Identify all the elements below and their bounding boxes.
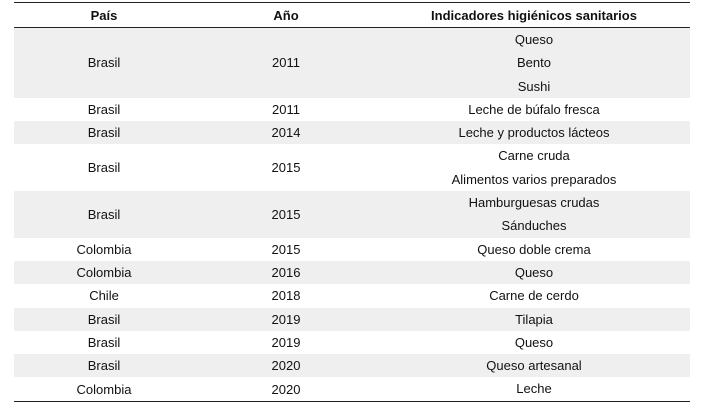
table-row: Colombia 2016 Queso xyxy=(14,260,690,285)
cell-country: Brasil xyxy=(87,335,121,350)
table-row: Brasil 2011 Leche de búfalo fresca xyxy=(14,98,690,121)
cell-indicators: Hamburguesas crudas Sánduches xyxy=(378,191,690,238)
indicator-item: Queso xyxy=(514,32,554,47)
table-row: Brasil 2020 Queso artesanal xyxy=(14,354,690,378)
header-country: País xyxy=(14,2,194,28)
table-row: Brasil 2015 Hamburguesas crudas Sánduches xyxy=(14,191,690,238)
header-indicators: Indicadores higiénicos sanitarios xyxy=(378,2,690,28)
table-header: País Año Indicadores higiénicos sanitari… xyxy=(14,2,690,28)
cell-year: 2019 xyxy=(271,335,301,350)
cell-year: 2011 xyxy=(194,27,378,98)
cell-country: Colombia xyxy=(14,260,194,285)
indicator-item: Leche de búfalo fresca xyxy=(468,101,600,117)
cell-country: Brasil xyxy=(87,160,121,176)
cell-indicators: Carne cruda Alimentos varios preparados xyxy=(378,144,690,191)
data-table-container: País Año Indicadores higiénicos sanitari… xyxy=(14,2,690,402)
table-row: Brasil 2015 Carne cruda Alimentos varios pr… xyxy=(14,144,690,191)
data-table: País Año Indicadores higiénicos sanitari… xyxy=(14,2,690,402)
indicator-item: Queso artesanal xyxy=(486,358,582,374)
cell-country: Brasil xyxy=(14,121,194,145)
indicator-item: Queso xyxy=(514,264,554,280)
cell-country: Chile xyxy=(89,288,119,304)
cell-country: Brasil xyxy=(14,191,194,238)
indicator-item: Carne de cerdo xyxy=(489,288,579,304)
cell-country: Brasil xyxy=(14,354,194,378)
table-row: Brasil 2019 Queso xyxy=(14,331,690,354)
cell-country: Brasil xyxy=(14,27,194,98)
table-row: Chile 2018 Carne de cerdo xyxy=(14,284,690,307)
table-row: Colombia 2015 Queso doble crema xyxy=(14,238,690,261)
cell-indicators: Queso artesanal xyxy=(378,354,690,378)
indicator-item: Hamburguesas crudas xyxy=(468,195,600,211)
cell-year: 2015 xyxy=(271,160,301,176)
cell-year: 2018 xyxy=(271,288,301,304)
header-row: País Año Indicadores higiénicos sanitari… xyxy=(14,2,690,28)
indicator-item: Tilapia xyxy=(515,311,553,327)
table-row: Colombia 2020 Leche xyxy=(14,377,690,402)
indicator-item: Leche y productos lácteos xyxy=(458,125,610,141)
table-body: Brasil 2011 Queso Bento Sushi Brasil 2011 Leche… xyxy=(14,27,690,402)
indicator-item: Alimentos varios preparados xyxy=(451,171,617,187)
cell-year: 2019 xyxy=(194,307,378,331)
cell-indicators: Queso Bento Sushi xyxy=(378,27,690,98)
cell-year: 2015 xyxy=(271,241,301,257)
indicator-item: Leche xyxy=(516,381,552,397)
indicator-item: Carne cruda xyxy=(498,148,570,164)
cell-year: 2020 xyxy=(194,377,378,402)
indicator-item: Queso doble crema xyxy=(477,241,591,257)
cell-year: 2020 xyxy=(194,354,378,378)
cell-country: Brasil xyxy=(14,307,194,331)
cell-indicators: Tilapia xyxy=(378,307,690,331)
indicator-item: Bento xyxy=(517,55,551,71)
cell-indicators: Queso doble crema xyxy=(378,238,690,261)
cell-year: 2014 xyxy=(194,121,378,145)
table-row: Brasil 2014 Leche y productos lácteos xyxy=(14,121,690,145)
cell-country: Colombia xyxy=(76,241,132,257)
cell-indicators: Queso xyxy=(378,260,690,285)
cell-country: Colombia xyxy=(14,377,194,402)
cell-country: Brasil xyxy=(87,102,121,118)
indicator-item: Sushi xyxy=(517,78,551,94)
cell-indicators: Leche xyxy=(378,377,690,402)
cell-indicators: Carne de cerdo xyxy=(378,284,690,307)
cell-indicators: Leche y productos lácteos xyxy=(378,121,690,145)
cell-year: 2016 xyxy=(194,260,378,285)
cell-indicators: Queso xyxy=(378,331,690,354)
header-year: Año xyxy=(194,2,378,28)
table-row: Brasil 2011 Queso Bento Sushi xyxy=(14,27,690,98)
indicator-item: Queso xyxy=(514,334,554,350)
cell-indicators: Leche de búfalo fresca xyxy=(378,98,690,121)
table-row: Brasil 2019 Tilapia xyxy=(14,307,690,331)
cell-year: 2015 xyxy=(194,191,378,238)
indicator-item: Sánduches xyxy=(501,218,567,234)
cell-year: 2011 xyxy=(272,102,300,118)
